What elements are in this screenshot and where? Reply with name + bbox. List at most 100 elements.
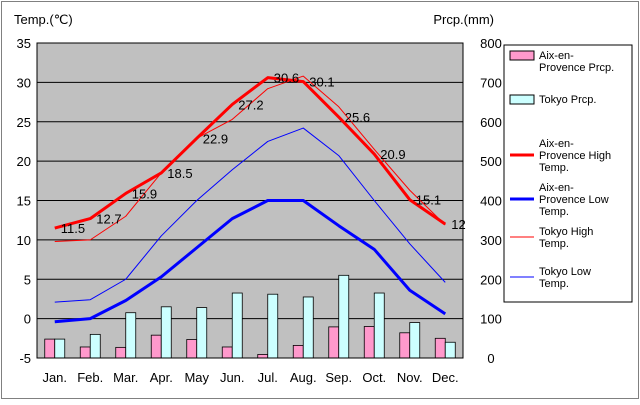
month-label: Oct. [362,370,386,385]
month-label: Aug. [290,370,317,385]
data-label: 27.2 [238,97,263,112]
bar-tokyo-prcp [338,274,350,359]
line-aix-en-provence-low-temp [54,199,447,324]
month-label: Feb. [77,370,103,385]
month-label: Sep. [325,370,352,385]
left-tick-label: 30 [17,75,31,90]
bar-tokyo-prcp [160,306,172,359]
bar-aix-en-provence-prcp [186,339,198,359]
right-tick-label: 100 [480,312,502,327]
legend-label: Provence Low [539,194,609,206]
bar-tokyo-prcp [125,312,137,359]
data-label: 12 [451,217,465,232]
bar-aix-en-provence-prcp [328,326,340,359]
axes: -5 0 5 10 15 20 25 30 35 0 100 200 300 400 500 600 700 80… [17,36,502,385]
line-aix-en-provence-high-temp [54,76,447,230]
legend-label: Tokyo Low [539,266,591,278]
month-label: May [184,370,209,385]
bar-tokyo-prcp [196,307,208,359]
data-label: 30.1 [309,75,334,90]
left-tick-label: 5 [24,272,31,287]
right-tick-label: 200 [480,272,502,287]
bar-tokyo-prcp [409,322,421,359]
data-label: 20.9 [380,147,405,162]
bar-aix-en-provence-prcp [150,334,162,359]
right-tick-label: 600 [480,115,502,130]
right-axis-title: Prcp.(mm) [433,12,494,27]
left-axis-title: Temp.(℃) [14,12,73,27]
right-tick-label: 800 [480,36,502,51]
legend-entry: Tokyo Prcp. [509,94,596,106]
bar-aix-en-provence-prcp [44,338,56,359]
data-label: 18.5 [167,166,192,181]
bar-aix-en-provence-prcp [434,337,446,359]
bar-tokyo-prcp [302,296,314,359]
left-tick-label: 0 [24,312,31,327]
bar-tokyo-prcp [54,338,66,359]
data-label: 11.5 [61,221,85,236]
legend-label: Tokyo Prcp. [539,94,596,106]
bar-aix-en-provence-prcp [79,346,91,359]
month-label: Jun. [220,370,245,385]
legend-label: Provence Prcp. [539,62,614,74]
line-tokyo-high-temp [54,75,446,242]
month-label: Dec. [432,370,459,385]
legend-label: Temp. [539,278,569,290]
right-tick-label: 500 [480,154,502,169]
left-tick-label: 25 [17,115,31,130]
month-label: Apr. [150,370,173,385]
month-label: Nov. [397,370,423,385]
left-tick-label: 20 [17,154,31,169]
data-label: 22.9 [203,131,228,146]
bar-aix-en-provence-prcp [399,332,411,359]
legend: Aix-en-Provence Prcp.Tokyo Prcp.Aix-en-P… [503,44,633,303]
bar-tokyo-prcp [89,333,101,359]
legend-label: Tokyo High [539,226,593,238]
bar-tokyo-prcp [267,293,279,359]
legend-swatch [509,94,535,105]
bar-aix-en-provence-prcp [363,326,375,359]
legend-label: Provence High [539,150,611,162]
left-tick-label: -5 [19,351,31,366]
left-tick-label: 10 [17,233,31,248]
right-tick-label: 300 [480,233,502,248]
bar-aix-en-provence-prcp [257,354,269,359]
data-label: 30.6 [274,71,299,86]
right-tick-label: 700 [480,75,502,90]
gridlines [37,42,463,359]
month-label: Mar. [113,370,138,385]
month-label: Jul. [258,370,278,385]
right-tick-label: 400 [480,194,502,209]
legend-swatch [509,50,535,61]
bar-aix-en-provence-prcp [221,346,233,359]
bar-tokyo-prcp [444,341,456,359]
bar-tokyo-prcp [231,292,243,359]
data-labels: 11.5 12.7 15.9 18.5 22.9 27.2 30.6 30.1 25.6 20.9… [61,71,466,236]
legend-label: Temp. [539,206,569,218]
data-label: 25.6 [345,110,370,125]
temperature-lines [54,75,447,324]
legend-label: Aix-en- [539,138,574,150]
bar-aix-en-provence-prcp [115,346,127,359]
legend-label: Aix-en- [539,182,574,194]
data-label: 15.1 [416,193,441,208]
line-tokyo-low-temp [54,127,446,303]
left-tick-label: 15 [17,194,31,209]
legend-label: Temp. [539,238,569,250]
data-label: 15.9 [132,186,157,201]
legend-label: Aix-en- [539,50,574,62]
right-tick-label: 0 [487,351,494,366]
bar-tokyo-prcp [373,292,385,359]
legend-entry: Aix-en-Provence Prcp. [509,50,614,74]
bar-aix-en-provence-prcp [292,344,304,359]
data-label: 12.7 [96,212,121,227]
month-label: Jan. [42,370,67,385]
plot-border [36,42,464,359]
legend-label: Temp. [539,162,569,174]
